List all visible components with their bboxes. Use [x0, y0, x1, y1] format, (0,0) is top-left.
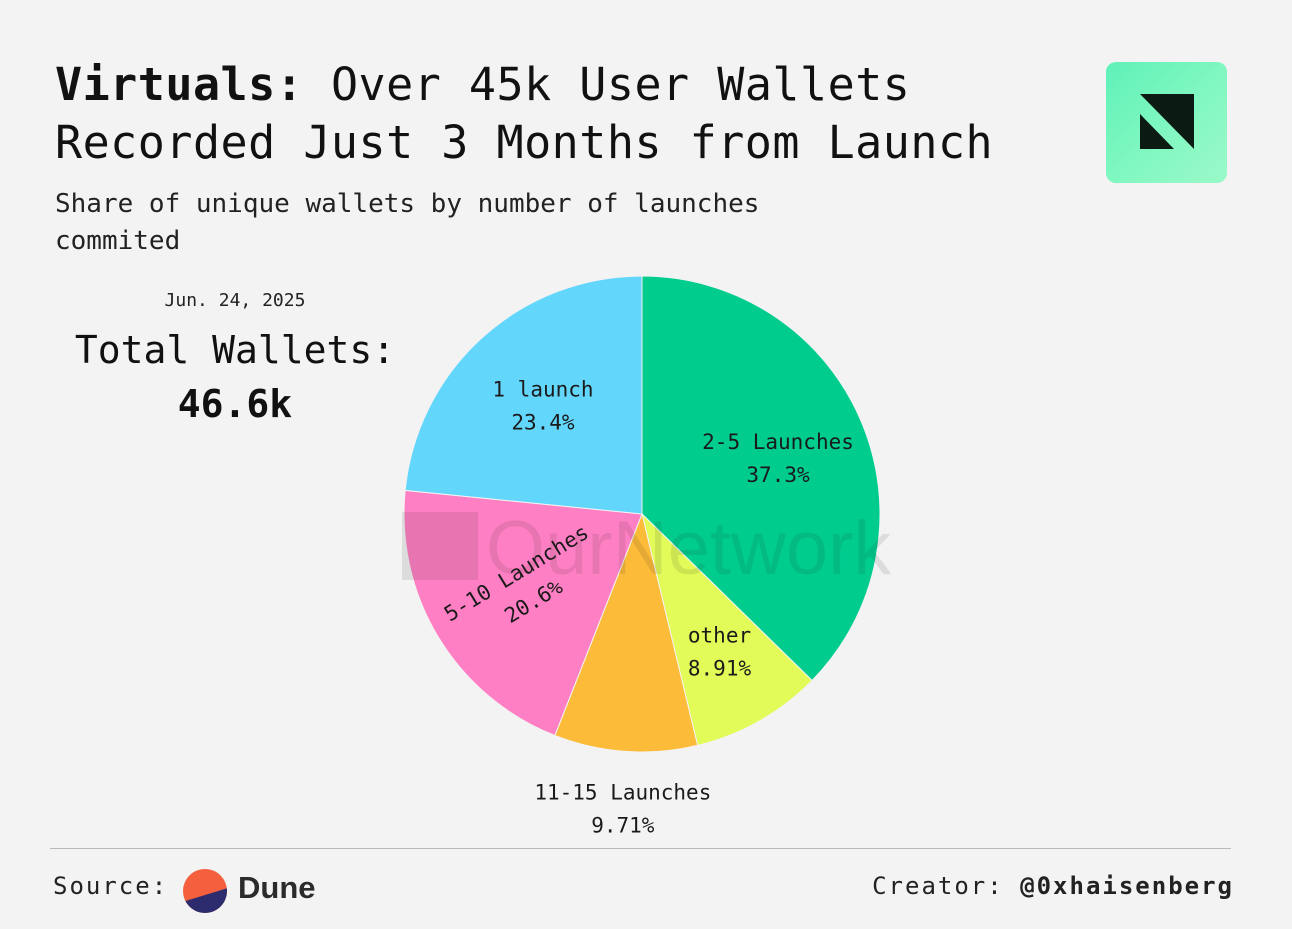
pie-slice-2-5-launches — [641, 275, 881, 682]
slice-value-label: 9.71% — [591, 813, 655, 837]
slice-label: 2-5 Launches — [702, 430, 854, 454]
creator-label: Creator: — [872, 872, 1004, 900]
slice-value-label: 23.4% — [511, 411, 575, 435]
slice-label: other — [688, 624, 751, 648]
title-bold: Virtuals: — [55, 58, 304, 111]
chart-subtitle: Share of unique wallets by number of lau… — [55, 189, 760, 256]
source-name: Dune — [238, 870, 316, 905]
dune-logo-icon — [183, 869, 227, 913]
footer-divider — [50, 848, 1231, 849]
watermark: OurNetwork — [402, 506, 892, 591]
pie-slice-5-10-launches — [403, 489, 643, 737]
slice-label-group: 2-5 Launches 37.3% — [702, 430, 854, 487]
title-rest: Over 45k User Wallets Recorded Just 3 Mo… — [55, 58, 994, 169]
ournetwork-logo-icon — [1140, 94, 1194, 149]
snapshot-date: Jun. 24, 2025 — [164, 290, 306, 311]
pie-slices — [403, 275, 881, 753]
ournetwork-logo — [1106, 62, 1227, 183]
creator: Creator: @0xhaisenberg — [872, 872, 1234, 900]
pie-slice-1-launch — [404, 275, 643, 515]
slice-label-group: 1 launch 23.4% — [492, 378, 593, 435]
pie-slice-other — [641, 512, 813, 747]
watermark-text: OurNetwork — [486, 506, 892, 591]
chart-title: Virtuals: Over 45k User Wallets Recorded… — [55, 56, 1065, 172]
slice-value-label: 37.3% — [746, 463, 810, 487]
pie-slice-11-15-launches — [554, 512, 699, 753]
slice-label: 11-15 Launches — [534, 780, 711, 804]
total-wallets-label: Total Wallets: — [74, 328, 396, 372]
slice-value-label: 8.91% — [688, 657, 752, 681]
source-label: Source: — [53, 872, 169, 900]
creator-handle: @0xhaisenberg — [1020, 872, 1234, 900]
slice-label-group: other 8.91% — [688, 624, 752, 681]
slice-label: 1 launch — [492, 378, 593, 402]
total-wallets-value: 46.6k — [177, 382, 293, 426]
slice-label-group: 11-15 Launches 9.71% — [534, 780, 711, 837]
